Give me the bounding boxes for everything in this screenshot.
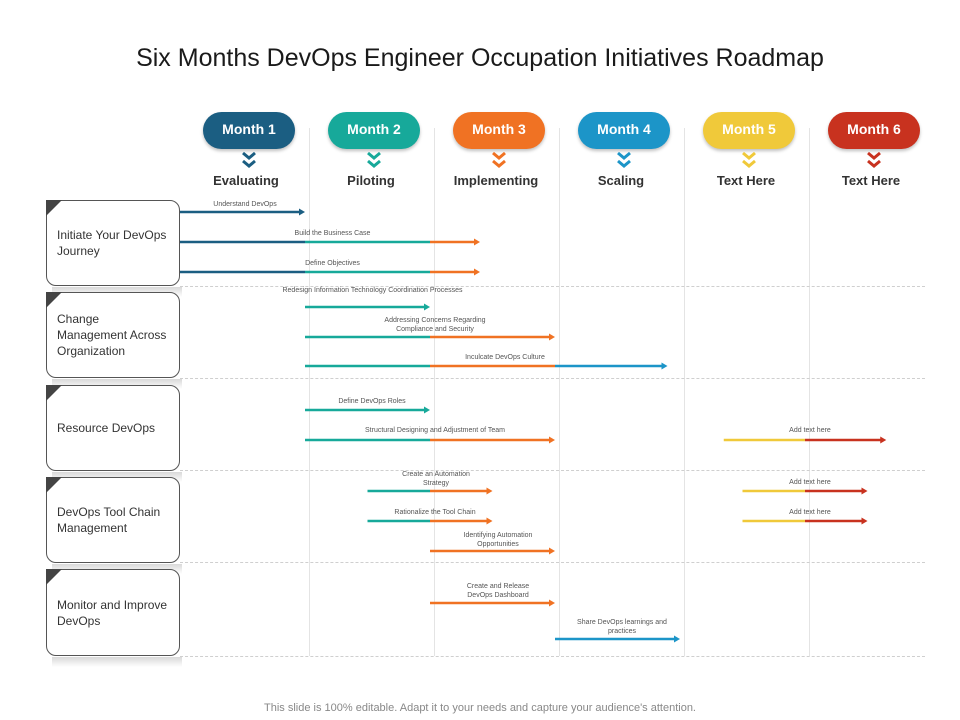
- card-shadow: [52, 379, 182, 389]
- task-label: Add text here: [789, 427, 831, 434]
- stage-label: Implementing: [453, 173, 539, 188]
- task-bar: [430, 547, 555, 555]
- category-card-change-management: Change Management Across Organization: [46, 292, 180, 378]
- category-label: DevOps Tool Chain Management: [57, 505, 161, 535]
- arrow-head-icon: [661, 362, 668, 370]
- task-label: Identifying Automation Opportunities: [463, 532, 533, 548]
- stage-label: Scaling: [597, 173, 645, 188]
- month-divider: [684, 128, 685, 656]
- row-divider: [180, 378, 925, 379]
- task-bar: [305, 406, 430, 414]
- task-bar: [305, 436, 555, 444]
- task-bar: [180, 208, 305, 216]
- month-divider: [434, 128, 435, 656]
- task-bar: [305, 333, 555, 341]
- task-label: Structural Designing and Adjustment of T…: [365, 427, 505, 434]
- task-label: Add text here: [789, 479, 831, 486]
- task-label: Inculcate DevOps Culture: [465, 354, 545, 361]
- arrow-head-icon: [549, 333, 555, 341]
- chevron-down-icon: [242, 151, 256, 168]
- task-bar: [305, 362, 668, 370]
- category-label: Monitor and Improve DevOps: [57, 597, 168, 628]
- month-2-pill: Month 2: [328, 112, 420, 149]
- stage-label: Text Here: [716, 173, 776, 188]
- footer-note: This slide is 100% editable. Adapt it to…: [264, 702, 696, 714]
- task-bar: [430, 599, 555, 607]
- task-bar: [367, 487, 493, 495]
- arrow-head-icon: [474, 268, 480, 276]
- task-label: Redesign Information Technology Coordina…: [282, 287, 463, 294]
- month-4-pill: Month 4: [578, 112, 670, 149]
- task-label: Rationalize the Tool Chain: [394, 509, 476, 516]
- task-bar: [742, 517, 868, 525]
- month-3-pill: Month 3: [453, 112, 545, 149]
- arrow-head-icon: [549, 436, 555, 444]
- category-card-initiate: Initiate Your DevOps Journey: [46, 200, 180, 286]
- month-divider: [809, 128, 810, 656]
- chevron-down-icon: [492, 151, 506, 168]
- row-divider: [180, 656, 925, 657]
- task-bar: [180, 238, 480, 246]
- arrow-head-icon: [424, 303, 430, 311]
- arrow-head-icon: [474, 238, 480, 246]
- task-label: Create an Automation Strategy: [402, 471, 470, 487]
- stage-label: Evaluating: [213, 173, 279, 188]
- chevron-down-icon: [742, 151, 756, 168]
- task-label: Addressing Concerns Regarding Compliance…: [384, 317, 486, 333]
- arrow-head-icon: [486, 487, 493, 495]
- category-card-monitor: Monitor and Improve DevOps: [46, 569, 180, 656]
- page-title: Six Months DevOps Engineer Occupation In…: [136, 44, 824, 72]
- task-label: Understand DevOps: [213, 201, 277, 208]
- row-divider: [180, 562, 925, 563]
- month-divider: [309, 128, 310, 656]
- task-label: Define DevOps Roles: [338, 398, 406, 405]
- task-bar: [723, 436, 887, 444]
- task-label: Build the Business Case: [294, 230, 371, 237]
- task-bar: [180, 268, 480, 276]
- chevron-down-icon: [867, 151, 881, 168]
- category-card-tool-chain: DevOps Tool Chain Management: [46, 477, 180, 563]
- arrow-head-icon: [880, 436, 887, 444]
- category-label: Initiate Your DevOps Journey: [57, 228, 167, 258]
- month-divider: [559, 128, 560, 656]
- stage-label: Piloting: [347, 173, 395, 188]
- arrow-head-icon: [424, 406, 430, 414]
- category-card-resource: Resource DevOps: [46, 385, 180, 471]
- row-divider: [180, 470, 925, 471]
- task-label: Define Objectives: [305, 260, 360, 267]
- arrow-head-icon: [549, 547, 555, 555]
- category-label: Resource DevOps: [57, 421, 156, 435]
- task-bar: [742, 487, 868, 495]
- arrow-head-icon: [549, 599, 555, 607]
- stage-label: Text Here: [841, 173, 901, 188]
- arrow-head-icon: [486, 517, 493, 525]
- month-6-pill: Month 6: [828, 112, 920, 149]
- month-5-pill: Month 5: [703, 112, 795, 149]
- task-bar: [305, 303, 430, 311]
- category-label: Change Management Across Organization: [57, 312, 167, 358]
- task-label: Share DevOps learnings and practices: [577, 619, 667, 635]
- chevron-down-icon: [617, 151, 631, 168]
- task-bar: [555, 635, 680, 643]
- task-bar: [367, 517, 493, 525]
- row-divider: [180, 286, 925, 287]
- arrow-head-icon: [674, 635, 680, 643]
- arrow-head-icon: [299, 208, 305, 216]
- chevron-down-icon: [367, 151, 381, 168]
- task-label: Add text here: [789, 509, 831, 516]
- arrow-head-icon: [861, 517, 868, 525]
- arrow-head-icon: [861, 487, 868, 495]
- task-label: Create and Release DevOps Dashboard: [466, 583, 530, 599]
- month-1-pill: Month 1: [203, 112, 295, 149]
- card-shadow: [52, 657, 182, 667]
